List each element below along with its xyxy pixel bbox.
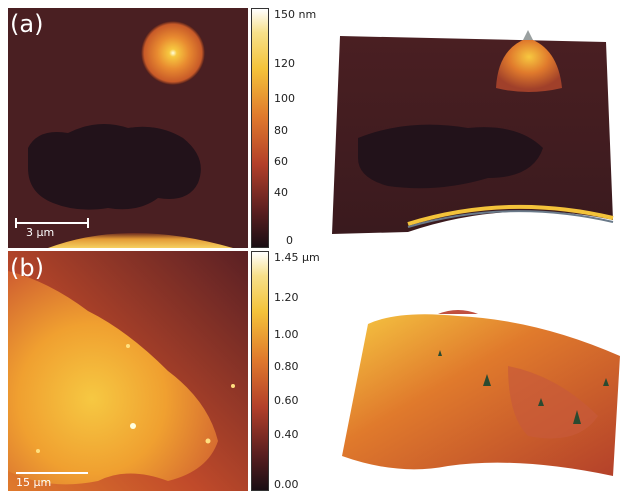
afm-3d-view-b (338, 306, 620, 478)
colorbar-a-tick: 120 (274, 57, 295, 70)
colorbar-b-tick: 1.20 (274, 291, 299, 304)
colorbar-a (251, 8, 269, 248)
colorbar-b-tick: 0.80 (274, 360, 299, 373)
panel-b-label: (b) (10, 254, 44, 282)
scalebar-a-label: 3 μm (26, 226, 55, 239)
panel-a-label: (a) (10, 10, 44, 38)
colorbar-a-tick: 150 nm (274, 8, 317, 21)
afm-3d-view-a (328, 28, 618, 242)
colorbar-b-tick: 0.60 (274, 394, 299, 407)
colorbar-a-tick: 40 (274, 186, 288, 199)
afm-map-b (8, 251, 248, 491)
colorbar-b-tick: 0.40 (274, 428, 299, 441)
colorbar-a-tick: 0 (286, 234, 293, 247)
colorbar-a-tick: 100 (274, 92, 295, 105)
colorbar-b (251, 251, 269, 491)
afm-map-a (8, 8, 248, 248)
colorbar-b-tick: 1.00 (274, 328, 299, 341)
scalebar-b-label: 15 μm (16, 476, 52, 489)
colorbar-b-tick: 0.00 (274, 478, 299, 491)
colorbar-b-tick: 1.45 μm (274, 251, 320, 264)
colorbar-a-tick: 60 (274, 155, 288, 168)
colorbar-a-tick: 80 (274, 124, 288, 137)
